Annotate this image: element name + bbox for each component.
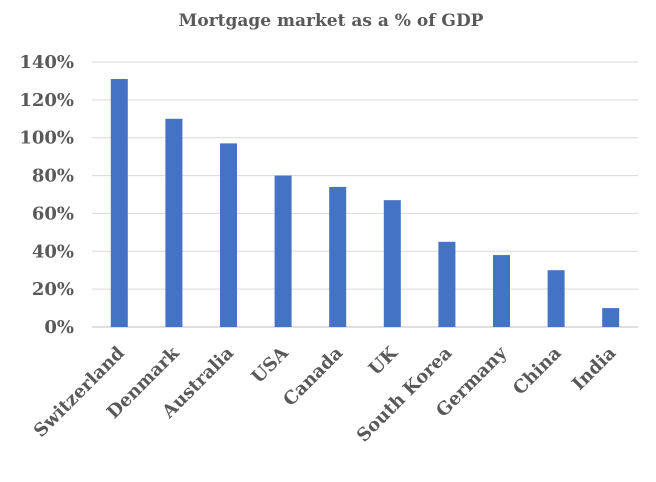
- chart-title: Mortgage market as a % of GDP: [179, 11, 484, 31]
- gridlines: [92, 61, 638, 328]
- y-axis-ticks: 0% 20% 40% 60% 80% 100% 120% 140%: [19, 52, 74, 338]
- y-tick-label: 40%: [32, 241, 74, 262]
- y-tick-label: 20%: [32, 279, 74, 300]
- y-tick-label: 100%: [19, 128, 74, 149]
- x-tick-label: China: [509, 342, 566, 399]
- bar-switzerland: [110, 79, 128, 328]
- x-tick-label: USA: [248, 342, 294, 388]
- bar-india: [602, 308, 620, 327]
- bar-usa: [274, 175, 292, 327]
- y-tick-label: 120%: [19, 90, 74, 111]
- bar-germany: [493, 255, 510, 327]
- bar-uk: [383, 200, 401, 327]
- bar-denmark: [165, 118, 183, 328]
- bars: [110, 79, 620, 328]
- bar-canada: [329, 186, 347, 327]
- x-tick-label: Canada: [279, 342, 347, 410]
- y-tick-label: 0%: [44, 317, 74, 338]
- bar-south-korea: [438, 241, 456, 327]
- x-tick-label: India: [568, 342, 620, 394]
- bar-australia: [220, 143, 237, 327]
- x-tick-label: UK: [365, 342, 403, 380]
- y-tick-label: 60%: [32, 203, 74, 224]
- x-tick-label: Switzerland: [30, 342, 129, 441]
- bar-china: [547, 270, 565, 327]
- x-tick-label: South Korea: [353, 342, 457, 446]
- y-tick-label: 80%: [32, 166, 74, 187]
- y-tick-label: 140%: [19, 52, 74, 73]
